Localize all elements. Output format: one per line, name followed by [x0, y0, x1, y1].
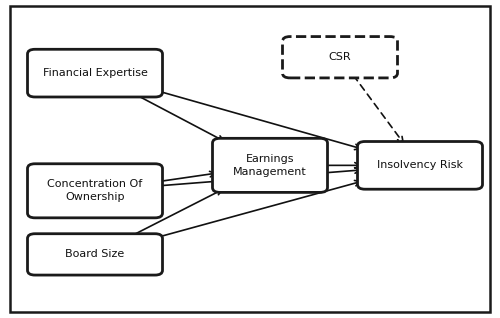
Text: Financial Expertise: Financial Expertise: [42, 68, 148, 78]
FancyBboxPatch shape: [212, 138, 328, 192]
Text: Concentration Of
Ownership: Concentration Of Ownership: [48, 179, 142, 202]
FancyBboxPatch shape: [28, 234, 162, 275]
FancyBboxPatch shape: [282, 37, 398, 78]
Text: Insolvency Risk: Insolvency Risk: [377, 160, 463, 170]
Text: Earnings
Management: Earnings Management: [233, 154, 307, 177]
FancyBboxPatch shape: [28, 49, 162, 97]
Text: Board Size: Board Size: [66, 249, 124, 259]
FancyBboxPatch shape: [28, 164, 162, 218]
FancyBboxPatch shape: [358, 142, 482, 189]
Text: CSR: CSR: [328, 52, 351, 62]
